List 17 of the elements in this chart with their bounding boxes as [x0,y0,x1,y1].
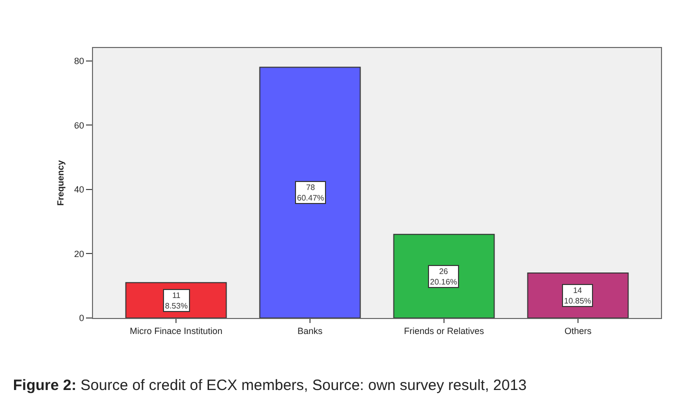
x-tick-label: Friends or Relatives [404,326,484,336]
y-tick-label: 40 [74,184,84,195]
y-axis-title: Frequency [56,160,66,206]
y-tick-label: 60 [74,120,84,130]
bar [393,234,495,318]
y-tick-label: 80 [74,56,84,66]
x-tick-label: Micro Finace Institution [130,326,222,336]
data-label: 11 8.53% [165,291,188,310]
caption: Figure 2: Source of credit of ECX members, Source: own survey result, 2013 [13,377,527,394]
data-label: 14 10.85% [564,286,592,306]
x-tick-label: Banks [298,326,324,336]
bar [259,66,361,318]
data-label: 78 60.47% [297,183,324,202]
data-label: 26 20.16% [430,267,458,286]
y-tick-label: 20 [74,248,84,259]
x-tick-label: Others [564,326,592,336]
y-tick-label: 0 [79,313,84,324]
